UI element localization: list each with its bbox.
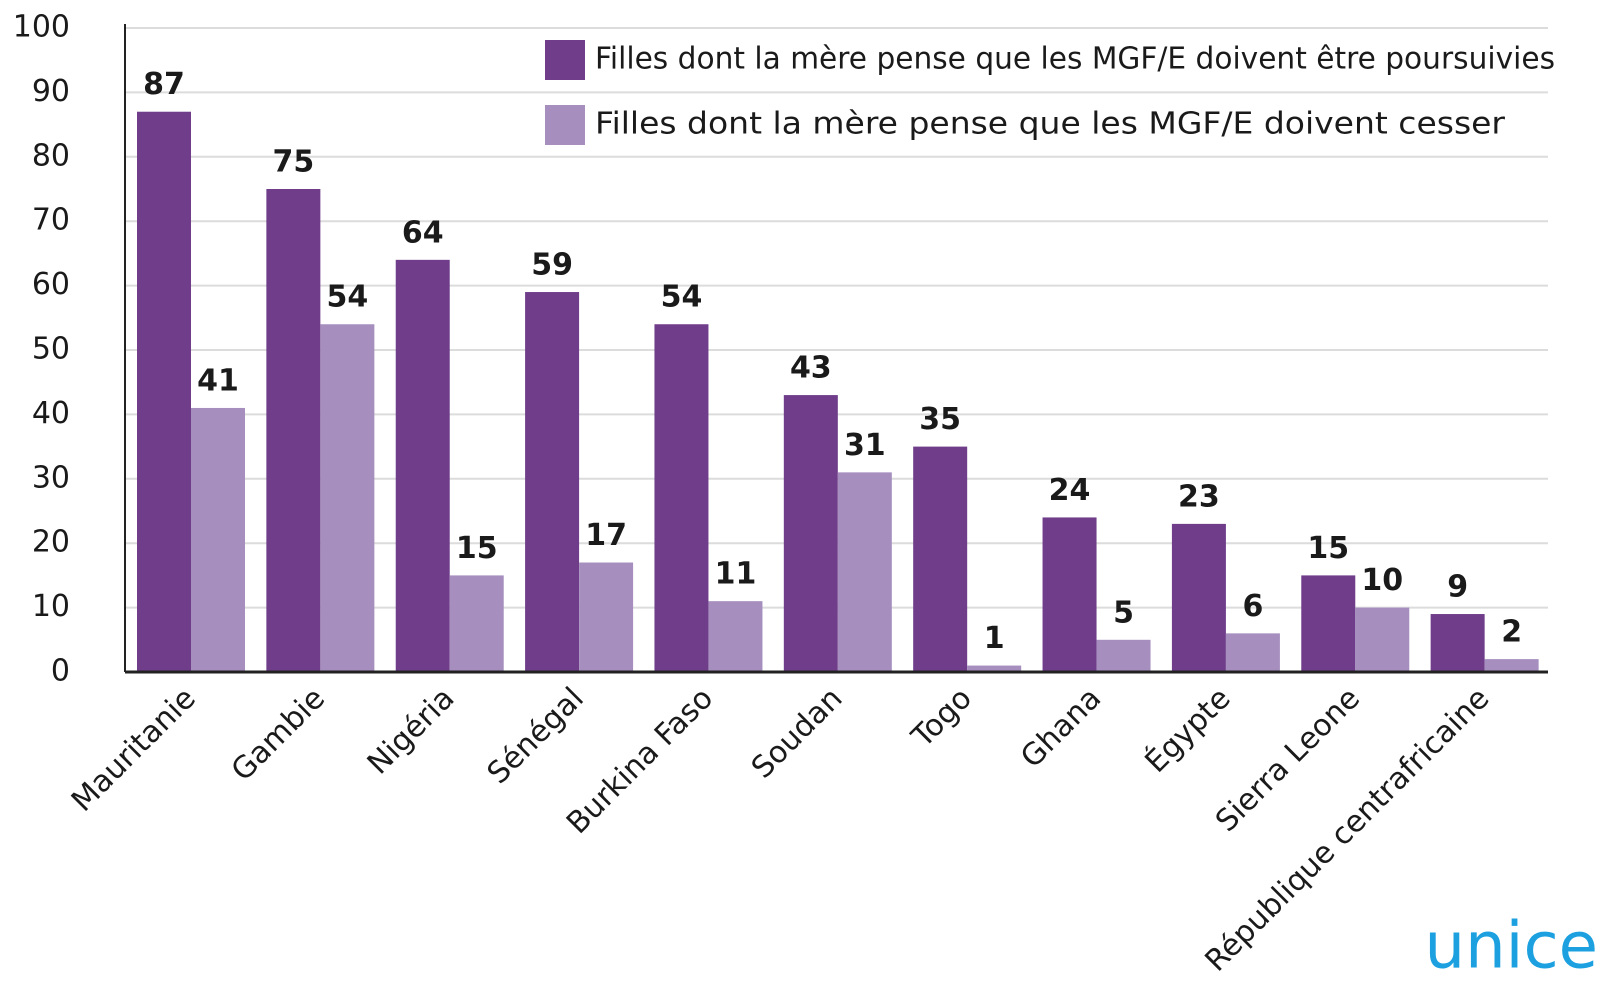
value-label: 5 <box>1113 595 1134 630</box>
x-tick-label: Togo <box>905 681 979 755</box>
value-label: 64 <box>402 215 444 250</box>
bar <box>1171 523 1226 672</box>
value-label: 1 <box>984 621 1005 656</box>
y-tick-label: 50 <box>32 332 70 367</box>
legend-label: Filles dont la mère pense que les MGF/E … <box>595 42 1555 77</box>
value-label: 11 <box>715 557 757 592</box>
y-tick-label: 40 <box>32 396 70 431</box>
bar <box>1484 659 1539 672</box>
value-label: 54 <box>661 280 703 315</box>
x-tick-label: Sénégal <box>481 681 591 791</box>
bar <box>1355 607 1410 672</box>
bar <box>1042 517 1097 672</box>
value-label: 41 <box>197 363 239 398</box>
value-label: 43 <box>790 351 832 386</box>
bar <box>266 189 321 672</box>
legend-label: Filles dont la mère pense que les MGF/E … <box>595 107 1506 142</box>
y-tick-label: 80 <box>32 138 70 173</box>
bar <box>967 665 1022 672</box>
value-label: 87 <box>143 67 185 102</box>
x-tick-label: Nigéria <box>361 681 462 782</box>
value-label: 2 <box>1501 615 1522 650</box>
y-tick-label: 70 <box>32 203 70 238</box>
value-label: 15 <box>456 531 498 566</box>
bar <box>137 111 191 673</box>
y-tick-label: 60 <box>32 267 70 302</box>
value-label: 54 <box>326 280 368 315</box>
bar <box>654 324 709 672</box>
legend-swatch <box>545 105 585 145</box>
value-label: 6 <box>1242 589 1263 624</box>
value-label: 10 <box>1361 563 1403 598</box>
value-label: 23 <box>1178 479 1220 514</box>
legend-swatch <box>545 40 585 80</box>
x-tick-label: Gambie <box>225 681 332 788</box>
value-label: 35 <box>919 402 961 437</box>
y-tick-label: 90 <box>32 74 70 109</box>
bar <box>783 395 838 672</box>
bar <box>1225 633 1280 672</box>
value-label: 24 <box>1049 473 1091 508</box>
bar <box>708 601 763 672</box>
bar <box>1096 639 1151 672</box>
bar <box>1301 575 1356 672</box>
bar <box>395 259 450 672</box>
value-label: 15 <box>1307 531 1349 566</box>
value-label: 59 <box>531 248 573 283</box>
value-label: 9 <box>1447 570 1468 605</box>
bar <box>525 292 580 672</box>
x-tick-label: Soudan <box>745 681 850 786</box>
bar <box>837 472 892 672</box>
watermark: unice <box>1425 910 1598 983</box>
bar <box>449 575 504 672</box>
x-tick-label: Ghana <box>1014 681 1108 775</box>
x-tick-label: Égypte <box>1138 680 1238 780</box>
bar <box>320 324 375 672</box>
x-tick-label: Mauritanie <box>65 681 203 819</box>
bar <box>191 407 245 672</box>
bar <box>913 446 968 672</box>
bar <box>1430 614 1485 672</box>
value-label: 31 <box>844 428 886 463</box>
value-label: 17 <box>585 518 627 553</box>
bar <box>579 562 634 672</box>
y-tick-label: 20 <box>32 525 70 560</box>
y-tick-label: 100 <box>13 10 70 45</box>
y-tick-label: 30 <box>32 460 70 495</box>
y-tick-label: 0 <box>51 654 70 689</box>
value-label: 75 <box>272 145 314 180</box>
y-tick-label: 10 <box>32 589 70 624</box>
